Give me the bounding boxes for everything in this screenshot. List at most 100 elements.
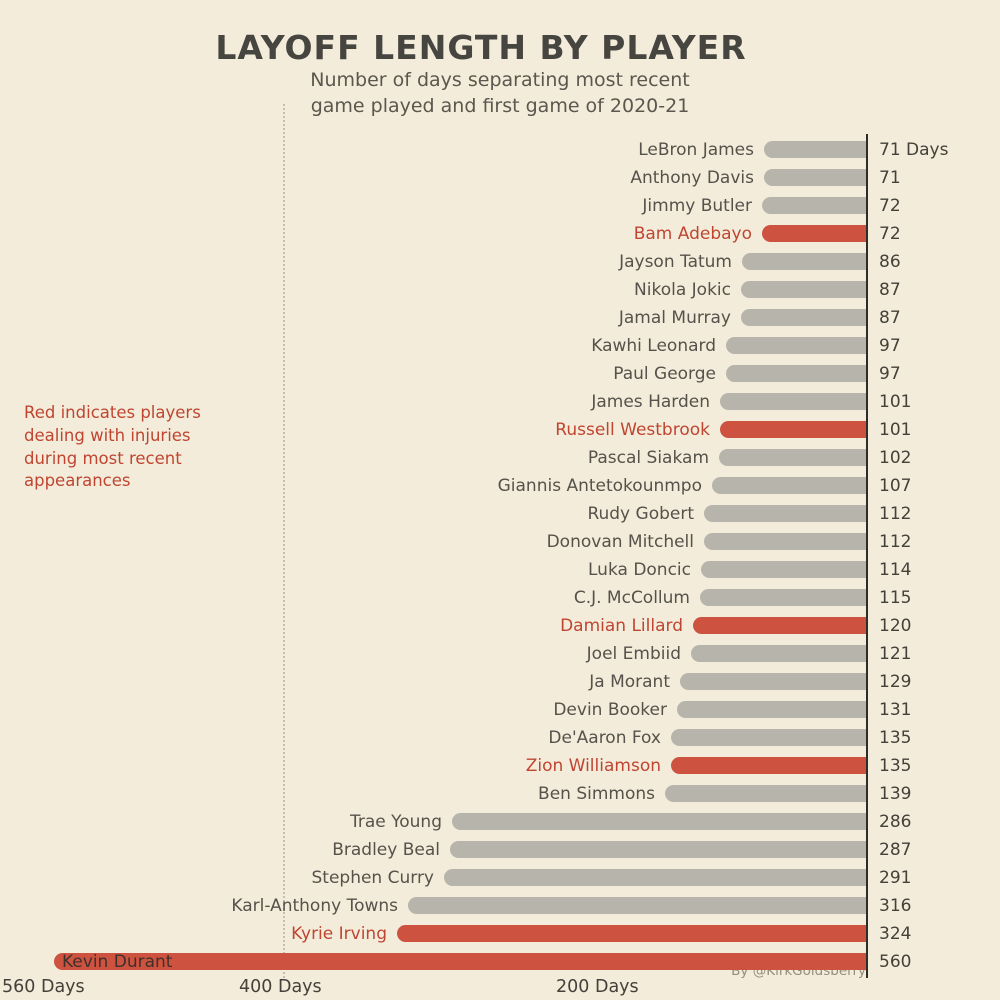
value-label-bradley-beal: 287 xyxy=(879,840,912,860)
chart-row-russell-westbrook: Russell Westbrook 101 xyxy=(0,416,1000,444)
chart-title: LAYOFF LENGTH BY PLAYER xyxy=(215,28,747,67)
value-label-jimmy-butler: 72 xyxy=(879,196,901,216)
chart-row-stephen-curry: Stephen Curry 291 xyxy=(0,864,1000,892)
value-label-damian-lillard: 120 xyxy=(879,616,912,636)
chart-row-joel-embiid: Joel Embiid 121 xyxy=(0,640,1000,668)
value-label-pascal-siakam: 102 xyxy=(879,448,912,468)
player-label-rudy-gobert: Rudy Gobert xyxy=(587,504,694,524)
bar-lebron-james xyxy=(764,141,867,158)
chart-row-bradley-beal: Bradley Beal 287 xyxy=(0,836,1000,864)
bar-damian-lillard xyxy=(693,617,867,634)
bar-karl-anthony-towns xyxy=(408,897,867,914)
player-label-c-j-mccollum: C.J. McCollum xyxy=(573,588,690,608)
player-label-nikola-jokic: Nikola Jokic xyxy=(634,280,731,300)
bar-bam-adebayo xyxy=(762,225,867,242)
gridline-400-days xyxy=(283,104,285,978)
player-label-devin-booker: Devin Booker xyxy=(553,700,667,720)
player-label-bradley-beal: Bradley Beal xyxy=(332,840,440,860)
bar-anthony-davis xyxy=(764,169,867,186)
player-label-jimmy-butler: Jimmy Butler xyxy=(642,196,752,216)
value-label-karl-anthony-towns: 316 xyxy=(879,896,912,916)
bar-paul-george xyxy=(726,365,867,382)
value-label-joel-embiid: 121 xyxy=(879,644,912,664)
value-label-ja-morant: 129 xyxy=(879,672,912,692)
player-label-donovan-mitchell: Donovan Mitchell xyxy=(546,532,694,552)
value-label-anthony-davis: 71 xyxy=(879,168,901,188)
value-label-james-harden: 101 xyxy=(879,392,912,412)
bar-joel-embiid xyxy=(691,645,867,662)
player-label-kawhi-leonard: Kawhi Leonard xyxy=(591,336,716,356)
bar-stephen-curry xyxy=(444,869,867,886)
value-label-rudy-gobert: 112 xyxy=(879,504,912,524)
injury-annotation: Red indicates players dealing with injur… xyxy=(24,403,201,491)
bar-trae-young xyxy=(452,813,867,830)
chart-row-kevin-durant: Kevin Durant 560 xyxy=(0,948,1000,976)
bar-ja-morant xyxy=(680,673,867,690)
bar-jimmy-butler xyxy=(762,197,867,214)
chart-row-james-harden: James Harden 101 xyxy=(0,388,1000,416)
chart-row-giannis-antetokounmpo: Giannis Antetokounmpo 107 xyxy=(0,472,1000,500)
value-label-bam-adebayo: 72 xyxy=(879,224,901,244)
player-label-anthony-davis: Anthony Davis xyxy=(630,168,754,188)
value-label-devin-booker: 131 xyxy=(879,700,912,720)
chart-row-jayson-tatum: Jayson Tatum 86 xyxy=(0,248,1000,276)
x-axis-label-400: 400 Days xyxy=(239,977,322,997)
bar-chart: LeBron James 71 Days Anthony Davis 71 Jimmy … xyxy=(0,136,1000,976)
value-label-jamal-murray: 87 xyxy=(879,308,901,328)
value-label-c-j-mccollum: 115 xyxy=(879,588,912,608)
value-label-stephen-curry: 291 xyxy=(879,868,912,888)
player-label-russell-westbrook: Russell Westbrook xyxy=(555,420,710,440)
bar-luka-doncic xyxy=(701,561,867,578)
player-label-luka-doncic: Luka Doncic xyxy=(588,560,691,580)
chart-row-ben-simmons: Ben Simmons 139 xyxy=(0,780,1000,808)
chart-row-paul-george: Paul George 97 xyxy=(0,360,1000,388)
bar-jayson-tatum xyxy=(742,253,867,270)
chart-row-pascal-siakam: Pascal Siakam 102 xyxy=(0,444,1000,472)
chart-row-rudy-gobert: Rudy Gobert 112 xyxy=(0,500,1000,528)
bar-rudy-gobert xyxy=(704,505,867,522)
chart-row-trae-young: Trae Young 286 xyxy=(0,808,1000,836)
chart-row-damian-lillard: Damian Lillard 120 xyxy=(0,612,1000,640)
bar-bradley-beal xyxy=(450,841,867,858)
chart-row-lebron-james: LeBron James 71 Days xyxy=(0,136,1000,164)
player-label-paul-george: Paul George xyxy=(613,364,716,384)
chart-row-bam-adebayo: Bam Adebayo 72 xyxy=(0,220,1000,248)
x-axis-label-560: 560 Days xyxy=(2,977,85,997)
bar-russell-westbrook xyxy=(720,421,867,438)
value-label-giannis-antetokounmpo: 107 xyxy=(879,476,912,496)
player-label-zion-williamson: Zion Williamson xyxy=(525,756,661,776)
bar-pascal-siakam xyxy=(719,449,867,466)
y-axis-line xyxy=(866,134,868,978)
bar-jamal-murray xyxy=(741,309,867,326)
bar-c-j-mccollum xyxy=(700,589,867,606)
value-label-zion-williamson: 135 xyxy=(879,756,912,776)
value-label-de-aaron-fox: 135 xyxy=(879,728,912,748)
bar-donovan-mitchell xyxy=(704,533,867,550)
value-label-ben-simmons: 139 xyxy=(879,784,912,804)
bar-nikola-jokic xyxy=(741,281,867,298)
player-label-karl-anthony-towns: Karl-Anthony Towns xyxy=(231,896,398,916)
chart-row-jamal-murray: Jamal Murray 87 xyxy=(0,304,1000,332)
player-label-lebron-james: LeBron James xyxy=(638,140,754,160)
player-label-trae-young: Trae Young xyxy=(349,812,442,832)
value-label-trae-young: 286 xyxy=(879,812,912,832)
player-label-de-aaron-fox: De'Aaron Fox xyxy=(548,728,661,748)
player-label-jamal-murray: Jamal Murray xyxy=(618,308,731,328)
chart-subtitle: Number of days separating most recent ga… xyxy=(0,67,1000,119)
value-label-luka-doncic: 114 xyxy=(879,560,912,580)
x-axis-label-200: 200 Days xyxy=(556,977,639,997)
chart-row-luka-doncic: Luka Doncic 114 xyxy=(0,556,1000,584)
chart-row-c-j-mccollum: C.J. McCollum 115 xyxy=(0,584,1000,612)
bar-james-harden xyxy=(720,393,867,410)
player-label-damian-lillard: Damian Lillard xyxy=(560,616,683,636)
bar-kawhi-leonard xyxy=(726,337,867,354)
chart-row-kyrie-irving: Kyrie Irving 324 xyxy=(0,920,1000,948)
player-label-pascal-siakam: Pascal Siakam xyxy=(587,448,709,468)
value-label-kawhi-leonard: 97 xyxy=(879,336,901,356)
bar-kyrie-irving xyxy=(397,925,867,942)
value-label-jayson-tatum: 86 xyxy=(879,252,901,272)
value-label-kyrie-irving: 324 xyxy=(879,924,912,944)
bar-zion-williamson xyxy=(671,757,867,774)
player-label-ben-simmons: Ben Simmons xyxy=(538,784,655,804)
